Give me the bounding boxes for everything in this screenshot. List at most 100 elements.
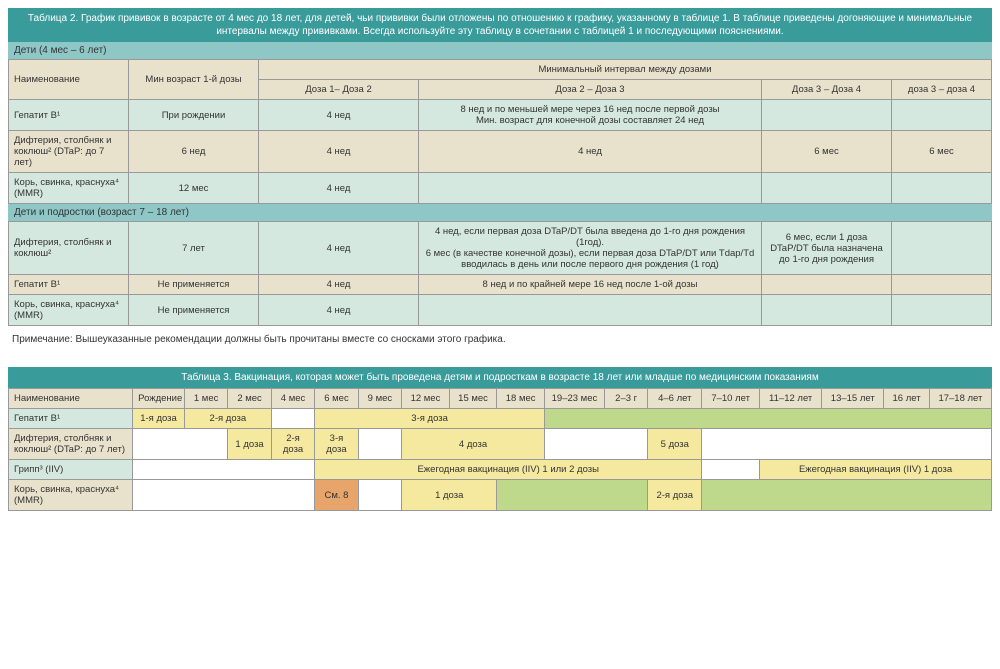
h-d34: Доза 3 – Доза 4	[761, 80, 891, 100]
r1-d34b	[891, 100, 991, 131]
r3-d12: 4 нед	[259, 173, 419, 204]
table2-title: Таблица 2. График прививок в возрасте от…	[8, 8, 992, 42]
t3-h13: 7–10 лет	[702, 389, 760, 409]
t3-h16: 16 лет	[884, 389, 930, 409]
hepb-rest	[544, 409, 991, 429]
t3-header-row: Наименование Рождение 1 мес 2 мес 4 мес …	[9, 389, 992, 409]
r6-d23	[419, 295, 762, 326]
table2-section2: Дети и подростки (возраст 7 – 18 лет)	[8, 204, 992, 221]
r4-d12: 4 нед	[259, 222, 419, 275]
dtap-d2: 2-я доза	[271, 429, 314, 460]
dtap-name: Дифтерия, столбняк и коклюш² (DTaP: до 7…	[9, 429, 133, 460]
r5-d34b	[892, 275, 992, 295]
r2-d34b: 6 мес	[891, 131, 991, 173]
r1-age: При рождении	[129, 100, 259, 131]
r5-age: Не применяется	[129, 275, 259, 295]
mmr-g1	[497, 480, 648, 511]
r4-name: Дифтерия, столбняк и коклюш²	[9, 222, 129, 275]
r2-name: Дифтерия, столбняк и коклюш² (DTaP: до 7…	[9, 131, 129, 173]
t3-h14: 11–12 лет	[760, 389, 822, 409]
r2-d34: 6 мес	[761, 131, 891, 173]
table2b: Дифтерия, столбняк и коклюш² 7 лет 4 нед…	[8, 221, 992, 326]
mmr-name: Корь, свинка, краснуха⁴ (MMR)	[9, 480, 133, 511]
table3-title: Таблица 3. Вакцинация, которая может быт…	[8, 367, 992, 388]
table3: Наименование Рождение 1 мес 2 мес 4 мес …	[8, 388, 992, 511]
r5-d34	[762, 275, 892, 295]
t3-dtap: Дифтерия, столбняк и коклюш² (DTaP: до 7…	[9, 429, 992, 460]
r1-d23: 8 нед и по меньшей мере через 16 нед пос…	[419, 100, 762, 131]
t3-h6: 9 мес	[358, 389, 401, 409]
t3-h2: 1 мес	[184, 389, 227, 409]
r4-d23: 4 нед, если первая доза DTaP/DT была вве…	[419, 222, 762, 275]
h-name: Наименование	[9, 60, 129, 100]
t3-mmr: Корь, свинка, краснуха⁴ (MMR) См. 8 1 до…	[9, 480, 992, 511]
t3-h4: 4 мес	[271, 389, 314, 409]
t3-h12: 4–6 лет	[648, 389, 702, 409]
mmr-sm8: См. 8	[315, 480, 358, 511]
r2-age: 6 нед	[129, 131, 259, 173]
dtap-blank1	[133, 429, 228, 460]
table2: Наименование Мин возраст 1-й дозы Минима…	[8, 59, 992, 204]
r2-d23: 4 нед	[419, 131, 762, 173]
r4-age: 7 лет	[129, 222, 259, 275]
dtap-d3: 3-я доза	[315, 429, 358, 460]
r5-d23: 8 нед и по крайней мере 16 нед после 1-о…	[419, 275, 762, 295]
t3-flu: Грипп³ (IIV) Ежегодная вакцинация (IIV) …	[9, 460, 992, 480]
r1-name: Гепатит В¹	[9, 100, 129, 131]
mmr-blank1	[133, 480, 315, 511]
t3-h0: Наименование	[9, 389, 133, 409]
hepb-d1: 1-я доза	[133, 409, 185, 429]
dtap-blank2	[358, 429, 401, 460]
t3-h5: 6 мес	[315, 389, 358, 409]
mmr-blank2	[358, 480, 401, 511]
t3-hepb: Гепатит В¹ 1-я доза 2-я доза 3-я доза	[9, 409, 992, 429]
h-interval: Минимальный интервал между дозами	[259, 60, 992, 80]
r3-d23	[419, 173, 762, 204]
hepb-d3: 3-я доза	[315, 409, 545, 429]
mmr-d1: 1 доза	[402, 480, 497, 511]
hepb-name: Гепатит В¹	[9, 409, 133, 429]
dtap-blank3	[544, 429, 647, 460]
dtap-d4: 4 доза	[402, 429, 545, 460]
hepb-gap	[271, 409, 314, 429]
h-d12: Доза 1– Доза 2	[259, 80, 419, 100]
r3-age: 12 мес	[129, 173, 259, 204]
flu-name: Грипп³ (IIV)	[9, 460, 133, 480]
flu-blank1	[133, 460, 315, 480]
dtap-d5: 5 доза	[648, 429, 702, 460]
t3-h7: 12 мес	[402, 389, 450, 409]
r6-d34b	[892, 295, 992, 326]
r5-d12: 4 нед	[259, 275, 419, 295]
h-d23: Доза 2 – Доза 3	[419, 80, 762, 100]
table2-section1: Дети (4 мес – 6 лет)	[8, 42, 992, 59]
t3-h3: 2 мес	[228, 389, 271, 409]
r1-d34	[761, 100, 891, 131]
t3-h11: 2–3 г	[604, 389, 647, 409]
h-d34b: доза 3 – доза 4	[891, 80, 991, 100]
r5-name: Гепатит В¹	[9, 275, 129, 295]
hepb-d2: 2-я доза	[184, 409, 271, 429]
r2-d12: 4 нед	[259, 131, 419, 173]
t3-h9: 18 мес	[497, 389, 545, 409]
t3-h15: 13–15 лет	[822, 389, 884, 409]
r6-name: Корь, свинка, краснуха⁴ (MMR)	[9, 295, 129, 326]
t3-h8: 15 мес	[449, 389, 497, 409]
r3-d34b	[891, 173, 991, 204]
table2-footnote: Примечание: Вышеуказанные рекомендации д…	[8, 326, 992, 353]
dtap-blank4	[702, 429, 992, 460]
r3-d34	[761, 173, 891, 204]
t3-h1: Рождение	[133, 389, 185, 409]
h-minage: Мин возраст 1-й дозы	[129, 60, 259, 100]
r6-d12: 4 нед	[259, 295, 419, 326]
mmr-d2: 2-я доза	[648, 480, 702, 511]
r6-age: Не применяется	[129, 295, 259, 326]
r3-name: Корь, свинка, краснуха⁴ (MMR)	[9, 173, 129, 204]
r6-d34	[762, 295, 892, 326]
r4-d34b	[892, 222, 992, 275]
flu-t2: Ежегодная вакцинация (IIV) 1 доза	[760, 460, 992, 480]
flu-blank2	[702, 460, 760, 480]
mmr-g2	[702, 480, 992, 511]
flu-t1: Ежегодная вакцинация (IIV) 1 или 2 дозы	[315, 460, 702, 480]
t3-h17: 17–18 лет	[929, 389, 991, 409]
r1-d12: 4 нед	[259, 100, 419, 131]
